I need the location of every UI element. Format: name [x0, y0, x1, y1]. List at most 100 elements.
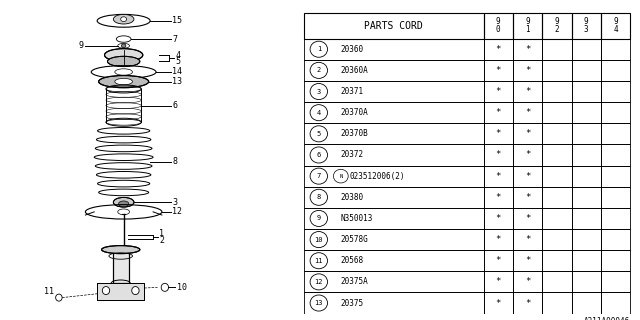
- Text: *: *: [495, 87, 501, 96]
- Text: *: *: [495, 150, 501, 159]
- Bar: [542, 12, 572, 39]
- Bar: [513, 123, 542, 144]
- Bar: [304, 12, 483, 39]
- Bar: [513, 165, 542, 187]
- Bar: [304, 208, 483, 229]
- Text: *: *: [495, 108, 501, 117]
- Bar: [572, 81, 601, 102]
- Ellipse shape: [102, 246, 140, 253]
- Text: 13: 13: [314, 300, 323, 306]
- Bar: [572, 250, 601, 271]
- Bar: [483, 229, 513, 250]
- Bar: [513, 271, 542, 292]
- Bar: [572, 165, 601, 187]
- Bar: [304, 144, 483, 165]
- Text: 13: 13: [172, 77, 182, 86]
- Text: *: *: [525, 150, 530, 159]
- Text: 023512006(2): 023512006(2): [349, 172, 405, 180]
- Bar: [304, 229, 483, 250]
- Bar: [542, 165, 572, 187]
- Bar: [601, 39, 630, 60]
- Text: *: *: [495, 235, 501, 244]
- Text: *: *: [525, 172, 530, 180]
- Bar: [601, 250, 630, 271]
- Bar: [572, 102, 601, 123]
- Text: *: *: [525, 193, 530, 202]
- Text: *: *: [525, 277, 530, 286]
- Bar: [542, 60, 572, 81]
- Text: *: *: [525, 214, 530, 223]
- Text: 20360: 20360: [340, 45, 364, 54]
- Bar: [483, 250, 513, 271]
- Bar: [304, 292, 483, 314]
- Bar: [601, 12, 630, 39]
- Text: *: *: [525, 87, 530, 96]
- Text: 12: 12: [314, 279, 323, 285]
- Bar: [572, 208, 601, 229]
- Bar: [572, 123, 601, 144]
- Bar: [542, 292, 572, 314]
- Bar: [483, 208, 513, 229]
- Bar: [572, 60, 601, 81]
- Bar: [513, 144, 542, 165]
- Bar: [304, 39, 483, 60]
- Text: *: *: [495, 214, 501, 223]
- Bar: [601, 60, 630, 81]
- Bar: [542, 229, 572, 250]
- Bar: [483, 39, 513, 60]
- Ellipse shape: [104, 49, 143, 61]
- Text: 11: 11: [44, 287, 54, 296]
- Bar: [601, 123, 630, 144]
- Bar: [304, 250, 483, 271]
- Ellipse shape: [118, 201, 129, 207]
- Text: *: *: [525, 108, 530, 117]
- Text: 15: 15: [172, 16, 182, 25]
- Bar: [601, 81, 630, 102]
- Text: 9: 9: [79, 41, 84, 50]
- Bar: [304, 271, 483, 292]
- Bar: [601, 229, 630, 250]
- Text: PARTS CORD: PARTS CORD: [364, 20, 423, 31]
- Bar: [513, 81, 542, 102]
- Text: 2: 2: [317, 68, 321, 73]
- Text: N: N: [339, 174, 342, 179]
- Text: 20375A: 20375A: [340, 277, 368, 286]
- Bar: [542, 250, 572, 271]
- Text: *: *: [525, 45, 530, 54]
- Bar: [483, 165, 513, 187]
- Text: 11: 11: [314, 258, 323, 264]
- Text: *: *: [495, 277, 501, 286]
- Text: 9
4: 9 4: [613, 17, 618, 34]
- Bar: [572, 187, 601, 208]
- Text: 4: 4: [175, 51, 180, 60]
- Text: 7: 7: [172, 35, 177, 44]
- Bar: [572, 271, 601, 292]
- Bar: [513, 60, 542, 81]
- Text: 10: 10: [314, 236, 323, 243]
- Text: *: *: [495, 66, 501, 75]
- Text: 20371: 20371: [340, 87, 364, 96]
- Text: *: *: [525, 299, 530, 308]
- Text: 8: 8: [172, 157, 177, 166]
- Bar: [483, 271, 513, 292]
- Text: *: *: [495, 172, 501, 180]
- Text: *: *: [495, 256, 501, 265]
- Text: 1: 1: [317, 46, 321, 52]
- Bar: [113, 250, 129, 283]
- Bar: [113, 250, 129, 283]
- Text: 20372: 20372: [340, 150, 364, 159]
- Text: A211A00046: A211A00046: [584, 317, 630, 320]
- Bar: [513, 250, 542, 271]
- Ellipse shape: [122, 44, 126, 48]
- Bar: [542, 208, 572, 229]
- Text: 4: 4: [317, 110, 321, 116]
- Bar: [601, 208, 630, 229]
- Bar: [97, 283, 144, 300]
- Bar: [483, 292, 513, 314]
- Bar: [483, 187, 513, 208]
- Text: *: *: [495, 299, 501, 308]
- Bar: [542, 123, 572, 144]
- Text: 10: 10: [177, 283, 187, 292]
- Bar: [542, 271, 572, 292]
- Bar: [513, 39, 542, 60]
